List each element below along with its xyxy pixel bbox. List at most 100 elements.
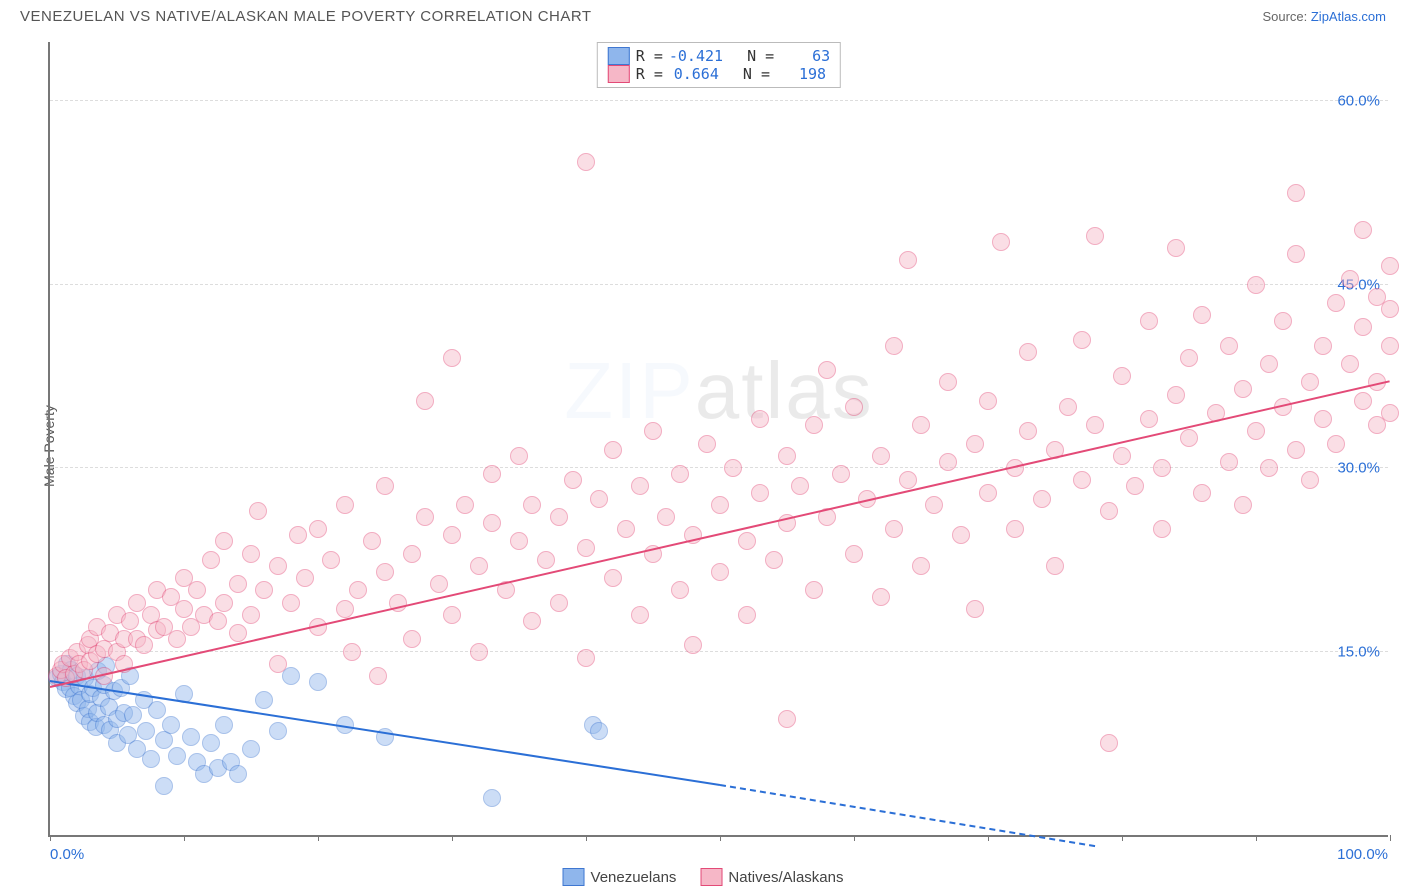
data-point (483, 465, 501, 483)
data-point (1220, 453, 1238, 471)
data-point (336, 600, 354, 618)
data-point (322, 551, 340, 569)
legend-n-value: 198 (776, 65, 826, 83)
data-point (376, 563, 394, 581)
data-point (148, 701, 166, 719)
data-point (416, 508, 434, 526)
data-point (872, 447, 890, 465)
data-point (249, 502, 267, 520)
data-point (309, 520, 327, 538)
data-point (255, 581, 273, 599)
legend-n-value: 63 (780, 47, 830, 65)
data-point (1019, 422, 1037, 440)
data-point (550, 594, 568, 612)
data-point (255, 691, 273, 709)
data-point (832, 465, 850, 483)
data-point (1140, 410, 1158, 428)
gridline (50, 651, 1388, 652)
data-point (939, 453, 957, 471)
data-point (778, 710, 796, 728)
data-point (698, 435, 716, 453)
data-point (215, 532, 233, 550)
data-point (724, 459, 742, 477)
data-point (818, 361, 836, 379)
data-point (1113, 367, 1131, 385)
data-point (1126, 477, 1144, 495)
data-point (142, 750, 160, 768)
x-tick-label: 100.0% (1337, 846, 1388, 863)
data-point (537, 551, 555, 569)
data-point (791, 477, 809, 495)
data-point (1153, 459, 1171, 477)
data-point (416, 392, 434, 410)
data-point (202, 734, 220, 752)
data-point (1006, 520, 1024, 538)
data-point (1059, 398, 1077, 416)
series-legend: VenezuelansNatives/Alaskans (563, 868, 844, 886)
data-point (188, 581, 206, 599)
data-point (1220, 337, 1238, 355)
data-point (403, 545, 421, 563)
data-point (1327, 294, 1345, 312)
data-point (443, 349, 461, 367)
data-point (885, 337, 903, 355)
data-point (1086, 227, 1104, 245)
data-point (1287, 184, 1305, 202)
data-point (979, 484, 997, 502)
data-point (1341, 270, 1359, 288)
scatter-chart: ZIPatlas R = -0.421 N = 63R = 0.664 N = … (48, 42, 1388, 837)
legend-r-value: -0.421 (669, 47, 723, 65)
gridline (50, 284, 1388, 285)
x-tick-label: 0.0% (50, 846, 84, 863)
data-point (124, 706, 142, 724)
data-point (1167, 239, 1185, 257)
legend-n-label: N = (725, 65, 770, 83)
data-point (671, 581, 689, 599)
data-point (1260, 355, 1278, 373)
data-point (483, 789, 501, 807)
data-point (1046, 557, 1064, 575)
data-point (162, 716, 180, 734)
data-point (443, 606, 461, 624)
data-point (550, 508, 568, 526)
source-prefix: Source: (1262, 9, 1310, 24)
data-point (1019, 343, 1037, 361)
data-point (617, 520, 635, 538)
x-tick (318, 835, 319, 841)
data-point (369, 667, 387, 685)
data-point (631, 606, 649, 624)
data-point (215, 716, 233, 734)
data-point (805, 416, 823, 434)
data-point (845, 545, 863, 563)
data-point (1354, 318, 1372, 336)
source-link[interactable]: ZipAtlas.com (1311, 9, 1386, 24)
data-point (1354, 392, 1372, 410)
data-point (671, 465, 689, 483)
data-point (751, 484, 769, 502)
data-point (121, 612, 139, 630)
data-point (296, 569, 314, 587)
data-point (577, 539, 595, 557)
correlation-legend: R = -0.421 N = 63R = 0.664 N = 198 (597, 42, 841, 88)
data-point (229, 624, 247, 642)
legend-swatch (563, 868, 585, 886)
x-tick (1256, 835, 1257, 841)
data-point (966, 600, 984, 618)
data-point (1327, 435, 1345, 453)
data-point (137, 722, 155, 740)
data-point (657, 508, 675, 526)
data-point (1381, 257, 1399, 275)
data-point (1140, 312, 1158, 330)
data-point (1381, 300, 1399, 318)
data-point (1301, 471, 1319, 489)
data-point (242, 606, 260, 624)
gridline (50, 100, 1388, 101)
data-point (644, 422, 662, 440)
x-tick (452, 835, 453, 841)
data-point (215, 594, 233, 612)
data-point (1180, 349, 1198, 367)
data-point (510, 532, 528, 550)
data-point (470, 643, 488, 661)
data-point (1073, 331, 1091, 349)
data-point (1180, 429, 1198, 447)
